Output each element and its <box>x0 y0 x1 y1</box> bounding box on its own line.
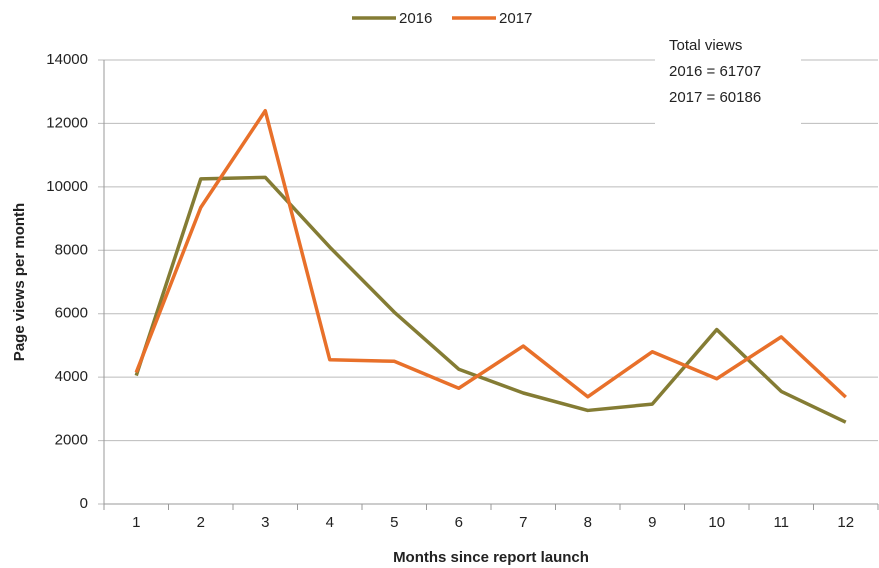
legend-label: 2017 <box>499 10 532 27</box>
y-tick-label: 10000 <box>46 178 88 195</box>
series-line <box>134 108 847 399</box>
x-tick-label: 11 <box>773 514 789 531</box>
x-tick-label: 1 <box>132 514 140 531</box>
x-tick-label: 5 <box>390 514 398 531</box>
y-tick-label: 12000 <box>46 114 88 131</box>
x-tick-label: 12 <box>837 514 854 531</box>
x-tick-label: 3 <box>261 514 269 531</box>
y-tick-label: 0 <box>80 495 88 512</box>
x-tick-label: 4 <box>326 514 334 531</box>
y-tick-label: 6000 <box>55 305 88 322</box>
y-tick-label: 2000 <box>55 432 88 449</box>
x-axis-title: Months since report launch <box>393 549 589 566</box>
legend-label: 2016 <box>399 10 432 27</box>
x-tick-label: 8 <box>584 514 592 531</box>
x-tick-label: 9 <box>648 514 656 531</box>
x-tick-label: 6 <box>455 514 463 531</box>
x-tick-label: 7 <box>519 514 527 531</box>
y-tick-label: 14000 <box>46 51 88 68</box>
y-tick-label: 8000 <box>55 241 88 258</box>
y-tick-label: 4000 <box>55 368 88 385</box>
series-line <box>134 175 847 424</box>
y-axis-title: Page views per month <box>11 203 28 361</box>
annotation-box <box>655 28 801 126</box>
annotation-text: 2017 = 60186 <box>669 89 761 106</box>
x-tick-label: 2 <box>197 514 205 531</box>
annotation-text: 2016 = 61707 <box>669 63 761 80</box>
annotation-text: Total views <box>669 37 742 54</box>
x-tick-label: 10 <box>708 514 725 531</box>
